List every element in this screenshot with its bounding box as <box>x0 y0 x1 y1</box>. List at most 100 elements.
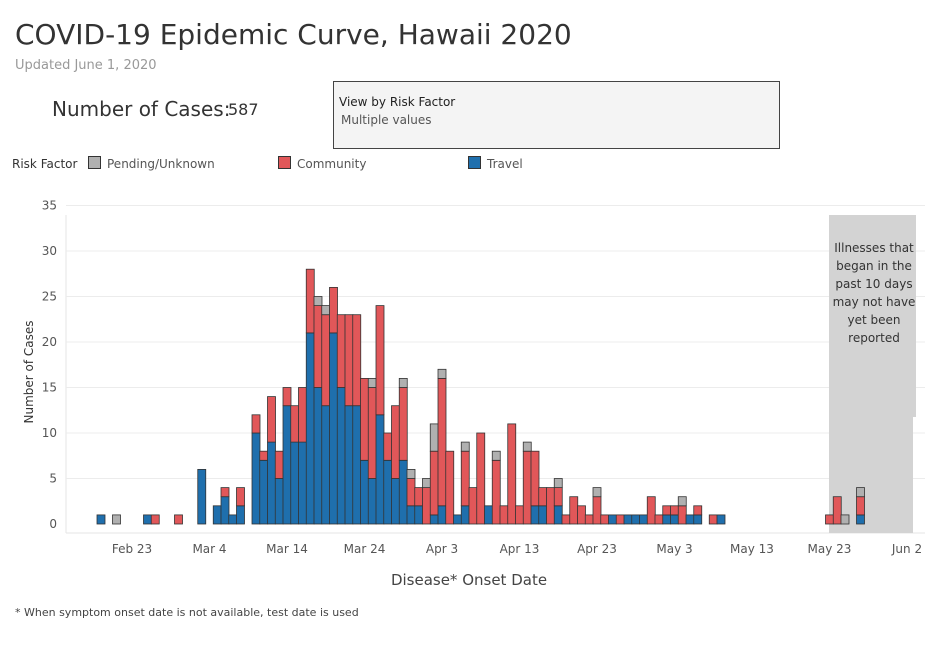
bar-segment-community[interactable] <box>391 405 400 479</box>
bar-segment-community[interactable] <box>515 505 524 525</box>
bar-segment-community[interactable] <box>592 496 602 525</box>
bar-segment-travel[interactable] <box>639 514 648 525</box>
bar-segment-travel[interactable] <box>608 514 617 525</box>
bar-segment-community[interactable] <box>670 505 679 516</box>
bar-segment-community[interactable] <box>476 432 486 525</box>
bar-segment-pending-unknown[interactable] <box>422 478 431 489</box>
bar-segment-pending-unknown[interactable] <box>321 305 331 316</box>
bar-segment-pending-unknown[interactable] <box>367 377 377 388</box>
bar-segment-travel[interactable] <box>367 478 377 525</box>
bar-segment-travel[interactable] <box>352 405 362 525</box>
bar-segment-travel[interactable] <box>856 514 865 525</box>
bar-segment-community[interactable] <box>398 387 408 461</box>
bar-segment-community[interactable] <box>290 405 300 443</box>
bar-segment-travel[interactable] <box>437 505 447 525</box>
bar-segment-community[interactable] <box>367 387 377 479</box>
bar-segment-pending-unknown[interactable] <box>437 368 447 379</box>
bar-segment-travel[interactable] <box>375 414 385 525</box>
bar-segment-community[interactable] <box>584 514 594 525</box>
bar-segment-travel[interactable] <box>282 405 292 525</box>
bar-segment-community[interactable] <box>298 387 307 443</box>
bar-segment-community[interactable] <box>546 487 555 525</box>
bar-segment-travel[interactable] <box>530 505 540 525</box>
bar-segment-pending-unknown[interactable] <box>840 514 850 525</box>
bar-segment-travel[interactable] <box>429 514 439 525</box>
bar-segment-pending-unknown[interactable] <box>522 441 532 452</box>
bar-segment-community[interactable] <box>522 450 532 525</box>
bar-segment-pending-unknown[interactable] <box>491 450 501 461</box>
bar-segment-community[interactable] <box>422 487 431 525</box>
bar-segment-travel[interactable] <box>143 514 152 525</box>
bar-segment-community[interactable] <box>460 450 470 507</box>
bar-segment-community[interactable] <box>445 450 455 525</box>
bar-segment-community[interactable] <box>267 396 276 443</box>
bar-segment-pending-unknown[interactable] <box>112 514 121 525</box>
bar-segment-travel[interactable] <box>670 514 679 525</box>
bar-segment-community[interactable] <box>832 496 842 525</box>
bar-segment-pending-unknown[interactable] <box>429 423 439 452</box>
bar-segment-community[interactable] <box>693 505 703 516</box>
bar-segment-community[interactable] <box>538 487 548 507</box>
bar-segment-community[interactable] <box>654 514 664 525</box>
bar-segment-community[interactable] <box>259 450 269 461</box>
bar-segment-travel[interactable] <box>212 505 222 525</box>
bar-segment-community[interactable] <box>499 505 509 525</box>
bar-segment-community[interactable] <box>236 487 245 507</box>
bar-segment-community[interactable] <box>329 286 338 334</box>
risk-factor-filter[interactable]: View by Risk Factor Multiple values <box>333 81 780 149</box>
bar-segment-pending-unknown[interactable] <box>313 296 323 307</box>
bar-segment-travel[interactable] <box>96 514 106 525</box>
bar-segment-travel[interactable] <box>267 441 276 525</box>
bar-segment-community[interactable] <box>375 305 385 416</box>
bar-segment-travel[interactable] <box>460 505 470 525</box>
bar-segment-travel[interactable] <box>259 459 269 525</box>
bar-segment-community[interactable] <box>662 505 672 516</box>
bar-segment-community[interactable] <box>856 496 865 516</box>
bar-segment-community[interactable] <box>174 514 183 525</box>
bar-segment-travel[interactable] <box>662 514 672 525</box>
bar-segment-community[interactable] <box>352 314 362 407</box>
bar-segment-travel[interactable] <box>228 514 238 525</box>
bar-segment-community[interactable] <box>615 514 625 525</box>
bar-segment-community[interactable] <box>577 505 586 525</box>
bar-segment-community[interactable] <box>468 487 478 525</box>
bar-segment-community[interactable] <box>646 496 656 525</box>
bar-segment-community[interactable] <box>313 305 323 388</box>
bar-segment-pending-unknown[interactable] <box>592 487 602 498</box>
bar-segment-travel[interactable] <box>305 332 315 525</box>
bar-segment-travel[interactable] <box>453 514 462 525</box>
bar-segment-travel[interactable] <box>298 441 307 525</box>
bar-segment-travel[interactable] <box>553 505 563 525</box>
bar-segment-pending-unknown[interactable] <box>398 377 408 388</box>
bar-segment-travel[interactable] <box>716 514 726 525</box>
bar-segment-community[interactable] <box>406 478 416 507</box>
bar-segment-travel[interactable] <box>685 514 695 525</box>
bar-segment-community[interactable] <box>437 377 447 507</box>
legend-item-community[interactable]: Community <box>278 156 366 171</box>
bar-segment-community[interactable] <box>708 514 718 525</box>
bar-segment-community[interactable] <box>344 314 354 407</box>
bar-segment-travel[interactable] <box>290 441 300 525</box>
bar-segment-pending-unknown[interactable] <box>460 441 470 452</box>
bar-segment-travel[interactable] <box>274 478 284 525</box>
bar-segment-travel[interactable] <box>329 332 338 525</box>
bar-segment-community[interactable] <box>677 505 687 525</box>
filter-value[interactable]: Multiple values <box>341 113 432 127</box>
bar-segment-pending-unknown[interactable] <box>856 487 865 498</box>
bar-segment-travel[interactable] <box>623 514 633 525</box>
bar-segment-travel[interactable] <box>414 505 424 525</box>
bar-segment-travel[interactable] <box>197 468 207 525</box>
bar-segment-community[interactable] <box>360 377 369 461</box>
bar-segment-community[interactable] <box>220 487 230 498</box>
bar-segment-community[interactable] <box>600 514 610 525</box>
legend-item-pending[interactable]: Pending/Unknown <box>88 156 215 171</box>
bar-segment-travel[interactable] <box>344 405 354 525</box>
bar-segment-travel[interactable] <box>538 505 548 525</box>
bar-segment-community[interactable] <box>507 423 517 525</box>
bar-segment-community[interactable] <box>336 314 346 388</box>
bar-segment-travel[interactable] <box>383 459 393 525</box>
bar-segment-travel[interactable] <box>693 514 703 525</box>
bar-segment-pending-unknown[interactable] <box>677 496 687 507</box>
bar-segment-travel[interactable] <box>484 505 493 525</box>
bar-segment-travel[interactable] <box>391 478 400 525</box>
